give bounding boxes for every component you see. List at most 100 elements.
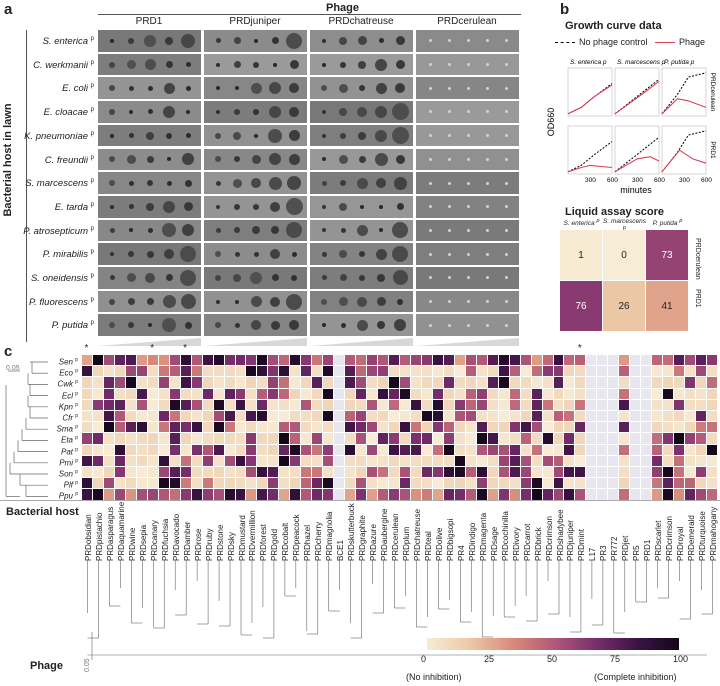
host-range-cell (136, 478, 147, 489)
host-range-cell (707, 399, 717, 410)
growth-curves: S. enterica p S. marcescens pP. putida p P… (546, 59, 716, 195)
host-range-cell (619, 411, 630, 422)
plaque-plate (416, 290, 519, 313)
host-range-cell (509, 489, 520, 500)
host-range-cell (553, 399, 564, 410)
host-range-cell (476, 444, 487, 455)
host-range-cell (378, 467, 389, 478)
plaque-spot (485, 134, 489, 138)
host-range-cell (202, 489, 213, 500)
dilution-wedge (310, 338, 413, 347)
host-range-cell (652, 388, 663, 399)
host-range-cell (323, 355, 334, 366)
plaque-plate (416, 195, 519, 218)
host-range-cell (619, 455, 630, 466)
host-range-cell (564, 467, 575, 478)
host-range-cell (82, 377, 92, 388)
host-range-cell (169, 411, 180, 422)
phage-label: PRDcherry (314, 521, 324, 561)
host-range-cell (147, 366, 158, 377)
liquid-column-label: P. putida p (652, 218, 683, 228)
plaque-spot (146, 250, 154, 258)
host-range-cell (389, 455, 399, 466)
host-range-cell (597, 444, 608, 455)
host-range-cell (476, 467, 487, 478)
host-range-cell (257, 377, 268, 388)
host-range-cell (630, 467, 641, 478)
host-range-cell (279, 433, 290, 444)
plaque-spot (253, 203, 259, 210)
plaque-spot (182, 224, 194, 237)
host-range-cell (487, 444, 498, 455)
host-range-cell (553, 467, 564, 478)
plaque-spot (289, 60, 299, 70)
host-range-cell (312, 489, 323, 500)
host-range-cell (520, 455, 531, 466)
host-range-cell (619, 377, 630, 388)
host-range-cell (257, 399, 268, 410)
host-range-cell (608, 444, 619, 455)
host-range-heatmap: * * * * (82, 343, 718, 500)
host-range-cell (696, 444, 707, 455)
plaque-spot (375, 129, 387, 142)
plaque-spot (129, 109, 133, 114)
host-label: Cwk p (57, 379, 78, 390)
host-range-cell (707, 355, 717, 366)
plaque-spot (216, 204, 220, 209)
plaque-spot (215, 227, 221, 233)
phage-growth-line (614, 156, 660, 173)
host-range-cell (652, 433, 663, 444)
host-range-cell (103, 489, 114, 500)
host-range-cell (630, 377, 641, 388)
legend-phage-line (655, 42, 675, 43)
host-range-cell (356, 355, 367, 366)
phage-growth-line (567, 84, 613, 115)
plaque-plate (310, 243, 413, 265)
host-range-cell (180, 377, 191, 388)
plaque-spot (485, 86, 489, 90)
plaque-plate (204, 290, 307, 313)
plaque-plate (204, 314, 307, 337)
dilution-wedge (98, 338, 201, 347)
plaque-spot (291, 274, 297, 281)
host-range-cell (125, 455, 136, 466)
host-range-cell (520, 399, 531, 410)
plaque-spot (167, 157, 171, 162)
host-range-cell (509, 433, 520, 444)
host-range-cell (400, 366, 410, 377)
host-range-cell (465, 422, 476, 433)
host-range-cell (125, 399, 136, 410)
plaque-spot (109, 108, 115, 115)
host-range-cell (564, 355, 575, 366)
host-range-cell (619, 489, 630, 500)
host-range-cell (531, 377, 542, 388)
host-range-cell (279, 444, 290, 455)
host-range-cell (147, 399, 158, 410)
phage-label: PRDjet (621, 535, 631, 561)
control-growth-line (614, 78, 660, 115)
plaque-spot (166, 132, 172, 139)
host-range-cell (356, 366, 367, 377)
host-range-cell (213, 411, 224, 422)
host-range-cell (103, 433, 114, 444)
host-range-cell (257, 433, 268, 444)
host-range-cell (465, 467, 476, 478)
plaque-plate (310, 195, 413, 218)
plaque-plate (416, 101, 519, 123)
host-range-cell (367, 377, 378, 388)
host-range-cell (114, 366, 125, 377)
host-range-cell (257, 355, 268, 366)
host-range-cell (202, 411, 213, 422)
plaque-spot (428, 323, 432, 327)
host-range-cell (487, 411, 498, 422)
host-range-cell (696, 422, 707, 433)
host-range-cell (224, 467, 235, 478)
host-range-cell (652, 444, 663, 455)
host-range-cell (630, 411, 641, 422)
host-range-cell (707, 388, 717, 399)
host-range-cell (180, 411, 191, 422)
host-range-cell (356, 433, 367, 444)
host-range-cell (290, 366, 301, 377)
host-range-cell (400, 478, 410, 489)
host-range-cell (180, 388, 191, 399)
